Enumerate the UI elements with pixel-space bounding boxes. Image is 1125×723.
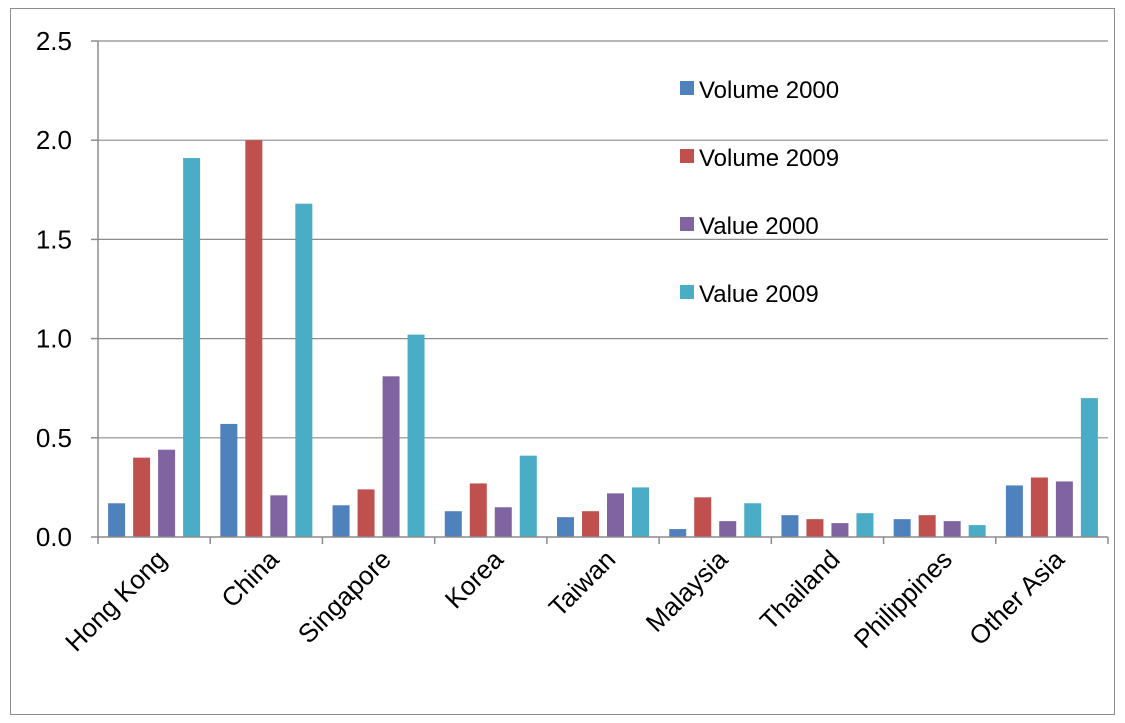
y-tick-label: 2.5: [36, 26, 72, 56]
y-tick-label: 2.0: [36, 125, 72, 155]
bar-volume-2000: [893, 519, 911, 537]
bar-volume-2009: [694, 497, 712, 537]
bar-volume-2000: [669, 529, 687, 537]
bar-volume-2009: [245, 140, 263, 537]
category-label: Singapore: [292, 544, 397, 649]
bar-volume-2009: [1030, 477, 1048, 537]
bar-value-2000: [607, 493, 624, 537]
legend-swatch: [680, 217, 694, 231]
bar-value-2009: [968, 525, 986, 537]
legend-label: Value 2000: [699, 213, 819, 240]
y-tick-label: 0.5: [36, 423, 72, 453]
bar-volume-2000: [220, 423, 238, 537]
bar-value-2009: [407, 334, 425, 537]
bar-value-2009: [744, 503, 762, 537]
bar-volume-2000: [332, 505, 350, 537]
x-axis-category-labels: Hong Kong China Singapore Korea Taiwan Malays…: [59, 544, 1070, 658]
bar-value-2000: [1055, 481, 1073, 537]
bar-value-2009: [183, 158, 201, 537]
y-tick-label: 0.0: [36, 522, 72, 552]
axes: [91, 40, 1109, 544]
category-label: Other Asia: [963, 544, 1070, 651]
category-label: Philippines: [848, 544, 958, 654]
bar-value-2000: [382, 376, 400, 537]
category-label: China: [215, 544, 285, 614]
bar-volume-2009: [582, 511, 599, 537]
bar-value-2000: [719, 521, 737, 537]
legend-swatch: [680, 285, 694, 299]
legend-swatch: [680, 149, 694, 163]
bar-volume-2000: [557, 517, 574, 537]
y-tick-label: 1.5: [36, 224, 72, 254]
legend-label: Value 2009: [699, 281, 819, 308]
bar-value-2009: [856, 513, 874, 537]
bar-volume-2009: [918, 515, 936, 537]
bar-value-2000: [494, 507, 512, 537]
legend-swatch: [680, 81, 694, 95]
legend-label: Volume 2000: [699, 77, 839, 104]
category-label: Taiwan: [543, 544, 621, 622]
category-label: Korea: [439, 544, 510, 615]
bar-volume-2000: [444, 511, 462, 537]
bar-volume-2009: [469, 483, 487, 537]
bar-volume-2009: [806, 519, 824, 537]
y-axis-tick-labels: 0.0 0.5 1.0 1.5 2.0 2.5: [36, 26, 72, 552]
category-label: Malaysia: [640, 544, 734, 638]
legend-label: Volume 2009: [699, 145, 839, 172]
bar-value-2009: [295, 203, 313, 538]
bar-volume-2009: [133, 457, 151, 537]
category-label: Thailand: [754, 544, 846, 636]
bars: [108, 140, 1098, 538]
bar-volume-2000: [108, 503, 126, 537]
bar-value-2000: [831, 523, 849, 537]
y-tick-label: 1.0: [36, 324, 72, 354]
bar-volume-2000: [781, 515, 799, 537]
bar-value-2009: [519, 455, 537, 537]
bar-volume-2009: [357, 489, 375, 537]
bar-value-2009: [632, 487, 649, 537]
legend: Volume 2000 Volume 2009 Value 2000 Value 20…: [680, 77, 839, 308]
gridlines: [98, 40, 1108, 439]
bar-value-2000: [270, 495, 288, 537]
bar-volume-2000: [1005, 485, 1023, 537]
bar-value-2000: [158, 449, 176, 537]
bar-value-2009: [1080, 398, 1098, 537]
bar-value-2000: [943, 521, 961, 537]
category-label: Hong Kong: [59, 544, 172, 657]
